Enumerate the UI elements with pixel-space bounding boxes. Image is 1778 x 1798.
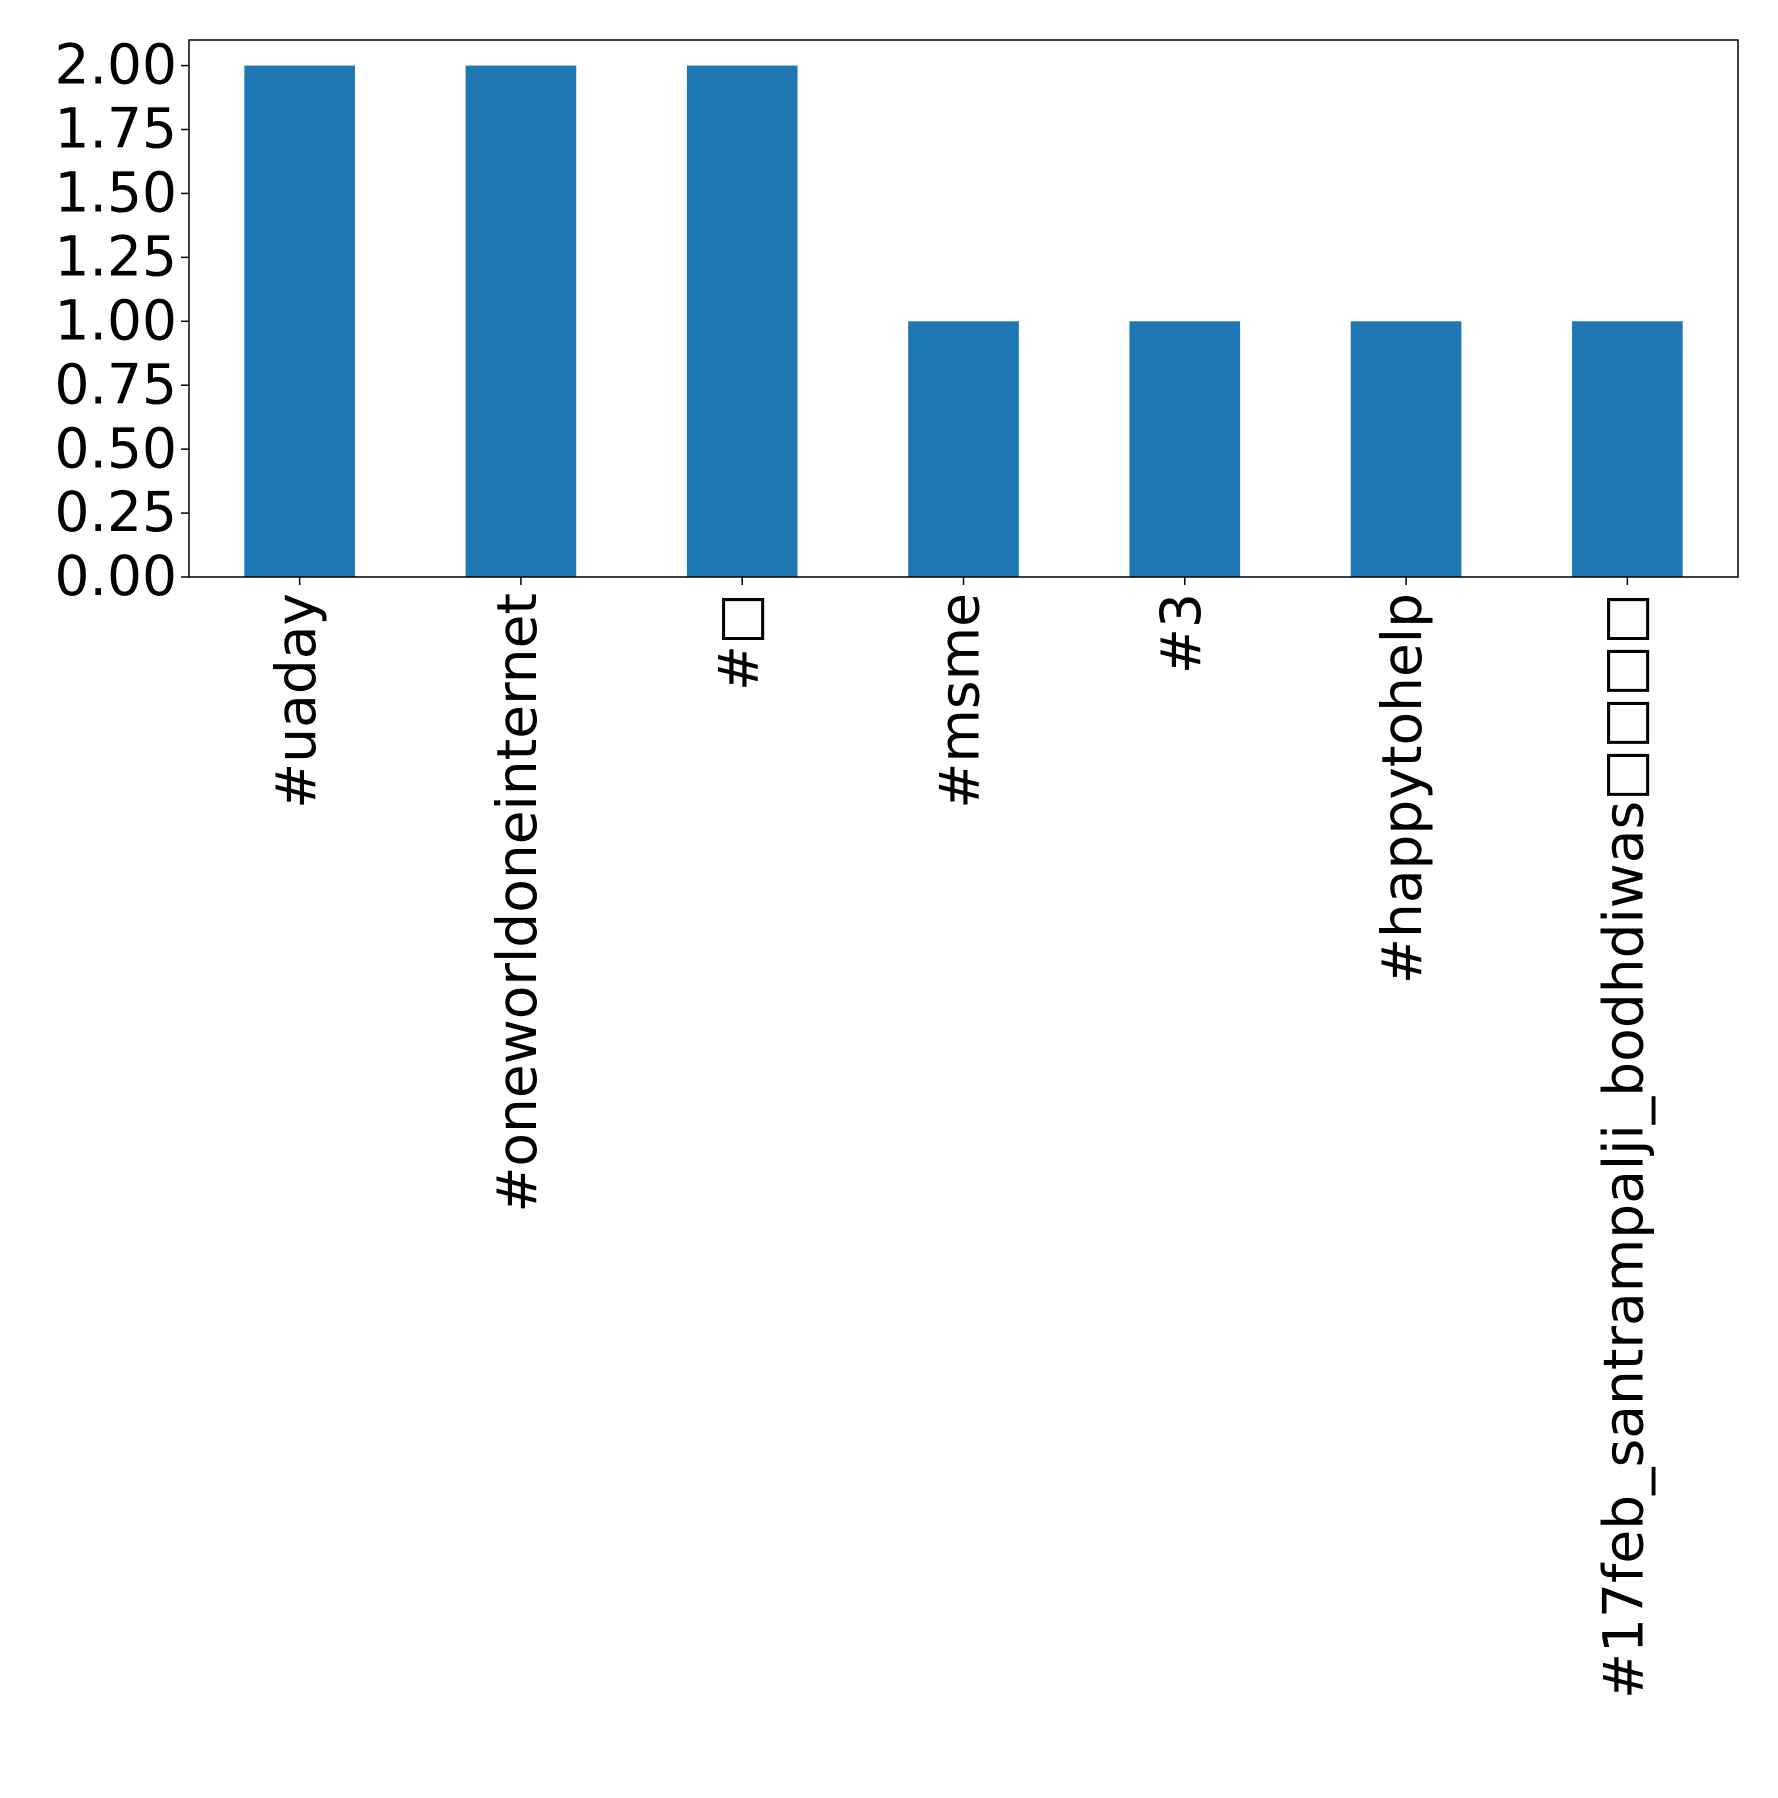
x-tick-label: #oneworldoneinternet (485, 593, 549, 1213)
y-tick-label: 0.25 (55, 480, 177, 544)
bar (1129, 321, 1241, 577)
x-tick-label: #17feb_santrampalji_bodhdiwas□□□□ (1591, 593, 1655, 1699)
y-tick-label: 1.00 (55, 288, 177, 352)
y-tick-label: 2.00 (55, 33, 177, 97)
bar (465, 65, 577, 578)
bar (1572, 321, 1683, 577)
bar (1350, 321, 1462, 577)
x-tick-label: #uaday (264, 593, 328, 809)
bar (686, 65, 798, 578)
x-tick-label: #□ (706, 593, 770, 691)
x-tick-label: #happytohelp (1370, 593, 1434, 984)
y-tick-label: 1.25 (55, 224, 177, 288)
y-tick-label: 1.50 (55, 161, 177, 225)
bar (244, 65, 355, 578)
y-tick-label: 0.50 (55, 416, 177, 480)
y-tick-label: 0.00 (55, 544, 177, 608)
y-tick-label: 1.75 (55, 97, 177, 161)
y-tick-label: 0.75 (55, 352, 177, 416)
x-tick-label: #msme (928, 593, 992, 809)
bar (908, 321, 1019, 577)
x-tick-label: #3 (1149, 593, 1213, 674)
